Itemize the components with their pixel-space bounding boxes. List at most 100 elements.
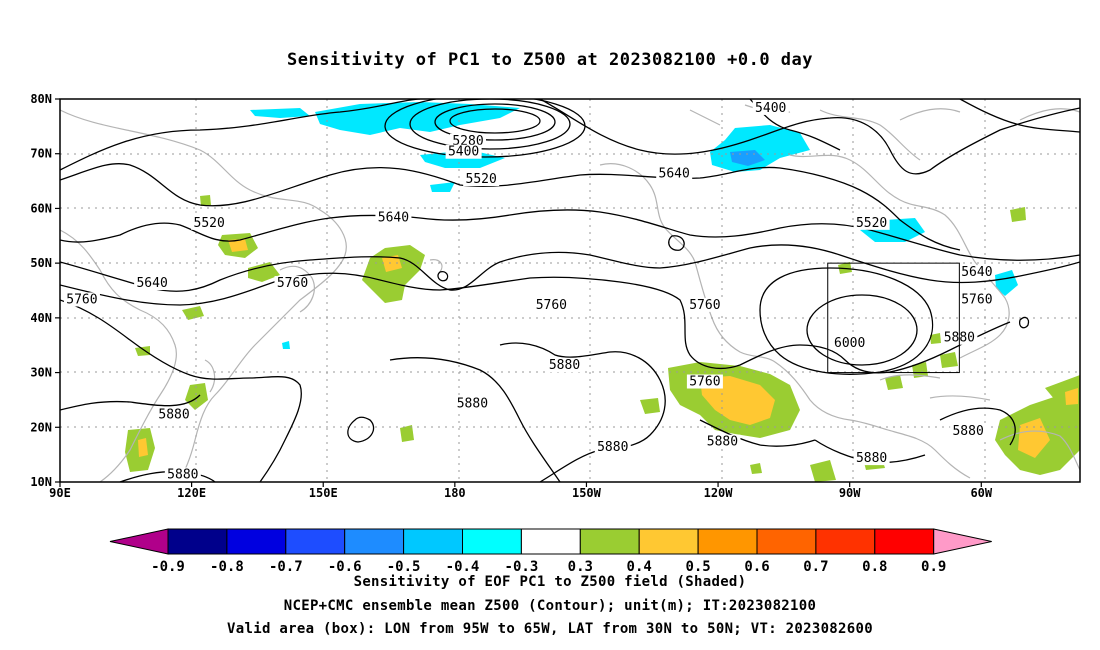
negative-sensitivity-core — [730, 150, 765, 166]
colorbar-swatch — [815, 528, 876, 555]
colorbar-label: -0.5 — [387, 559, 421, 575]
colorbar-swatch — [520, 528, 581, 555]
contour-label: 5400 — [448, 145, 479, 160]
contour-label: 5880 — [856, 451, 887, 466]
colorbar-swatch — [874, 528, 935, 555]
lat-tick-label: 10N — [30, 475, 52, 489]
contour-label: 5760 — [689, 375, 720, 390]
lat-tick-label: 70N — [30, 147, 52, 161]
contour-label-bg — [704, 434, 741, 449]
colorbar-label: -0.9 — [151, 559, 185, 575]
contour-label-bg — [853, 215, 890, 230]
colorbar-under-triangle — [109, 528, 169, 555]
colorbar-label: 0.8 — [862, 559, 887, 575]
contour-label-bg — [546, 358, 583, 373]
contour-label-bg — [686, 297, 723, 312]
lon-tick-label: 120E — [177, 486, 206, 500]
colorbar-label: 0.5 — [685, 559, 710, 575]
contour-label: 5880 — [952, 424, 983, 439]
lat-tick-label: 30N — [30, 366, 52, 380]
contour-label: 5880 — [158, 407, 189, 422]
colorbar-swatch — [638, 528, 699, 555]
contour-label-bg — [950, 423, 987, 438]
colorbar-swatch — [167, 528, 228, 555]
contour-label-bg — [533, 297, 570, 312]
contour-label-bg — [134, 276, 171, 291]
lat-tick-label: 40N — [30, 311, 52, 325]
lat-tick-label: 20N — [30, 420, 52, 434]
contour-label: 5520 — [856, 216, 887, 231]
contour-label-bg — [454, 396, 491, 411]
lon-tick-label: 180 — [444, 486, 466, 500]
colorbar-swatch — [226, 528, 287, 555]
contour-label-bg — [274, 276, 311, 291]
colorbar-swatch — [579, 528, 640, 555]
contour-label-bg — [164, 467, 201, 482]
contour-label: 5880 — [549, 358, 580, 373]
colorbar-label: 0.7 — [803, 559, 828, 575]
contour-label-bg — [375, 210, 412, 225]
contour-label-bg — [156, 407, 193, 422]
colorbar-label: -0.6 — [328, 559, 362, 575]
colorbar-label: -0.8 — [210, 559, 244, 575]
contour-label: 5640 — [136, 276, 167, 291]
contour-label: 5880 — [457, 396, 488, 411]
caption-line-3: Valid area (box): LON from 95W to 65W, L… — [227, 621, 873, 637]
colorbar-swatch — [462, 528, 522, 555]
lat-lon-grid — [60, 99, 1080, 482]
contour-label: 5640 — [961, 265, 992, 280]
contour-label-bg — [594, 440, 631, 455]
contour-label: 5760 — [536, 298, 567, 313]
contour-label: 5400 — [755, 101, 786, 116]
contour-label: 5760 — [277, 276, 308, 291]
contour-label: 5520 — [466, 172, 497, 187]
colorbar-over-triangle — [933, 528, 992, 555]
colorbar-label: -0.3 — [505, 559, 539, 575]
lon-tick-label: 150W — [572, 486, 602, 500]
lat-tick-label: 80N — [30, 92, 52, 106]
contour-label-bg — [853, 451, 890, 466]
contour-label: 5880 — [597, 440, 628, 455]
lon-tick-label: 120W — [704, 486, 734, 500]
colorbar-label: -0.4 — [446, 559, 480, 575]
colorbar-swatch — [697, 528, 758, 555]
latitude-axis: 80N 70N 60N 50N 40N 30N 20N 10N — [30, 92, 60, 489]
contour-label-bg — [752, 100, 789, 115]
contour-label-bg — [445, 144, 482, 159]
caption-line-2: NCEP+CMC ensemble mean Z500 (Contour); u… — [283, 598, 817, 614]
lon-tick-label: 90E — [49, 486, 71, 500]
plot-frame — [59, 98, 1081, 483]
lon-tick-label: 150E — [309, 486, 338, 500]
contour-label: 5760 — [689, 298, 720, 313]
contour-label: 5640 — [659, 167, 690, 182]
contour-label-bg — [656, 166, 693, 181]
colorbar-label: 0.6 — [744, 559, 769, 575]
contour-label: 5640 — [378, 210, 409, 225]
contour-label-bg — [958, 265, 995, 280]
colorbar-label: 0.3 — [568, 559, 593, 575]
contour-label: 6000 — [834, 336, 865, 351]
map-title: Sensitivity of PC1 to Z500 at 2023082100… — [286, 50, 813, 70]
contour-label: 5520 — [194, 216, 225, 231]
colorbar-label: 0.4 — [627, 559, 652, 575]
colorbar: -0.9 -0.8 -0.7 -0.6 -0.5 -0.4 -0.3 0.3 0.4 0.5 0.6… — [109, 528, 992, 575]
colorbar-label: -0.7 — [269, 559, 303, 575]
contour-label-bg — [63, 292, 100, 307]
contour-label-bg — [958, 292, 995, 307]
colorbar-swatch — [756, 528, 817, 555]
lon-tick-label: 90W — [839, 486, 861, 500]
valid-area-box — [827, 262, 960, 374]
contour-label-bg — [831, 336, 868, 351]
longitude-axis: 90E 120E 150E 180 150W 120W 90W 60W — [49, 482, 993, 500]
caption-line-1: Sensitivity of EOF PC1 to Z500 field (Sh… — [353, 574, 747, 590]
contour-label: 5760 — [66, 292, 97, 307]
colorbar-swatch — [403, 528, 464, 555]
contour-label: 5880 — [167, 468, 198, 483]
contour-label-bg — [191, 215, 228, 230]
colorbar-swatch — [344, 528, 405, 555]
colorbar-swatch — [285, 528, 346, 555]
lat-tick-label: 60N — [30, 201, 52, 215]
contour-label-bg — [686, 374, 723, 389]
